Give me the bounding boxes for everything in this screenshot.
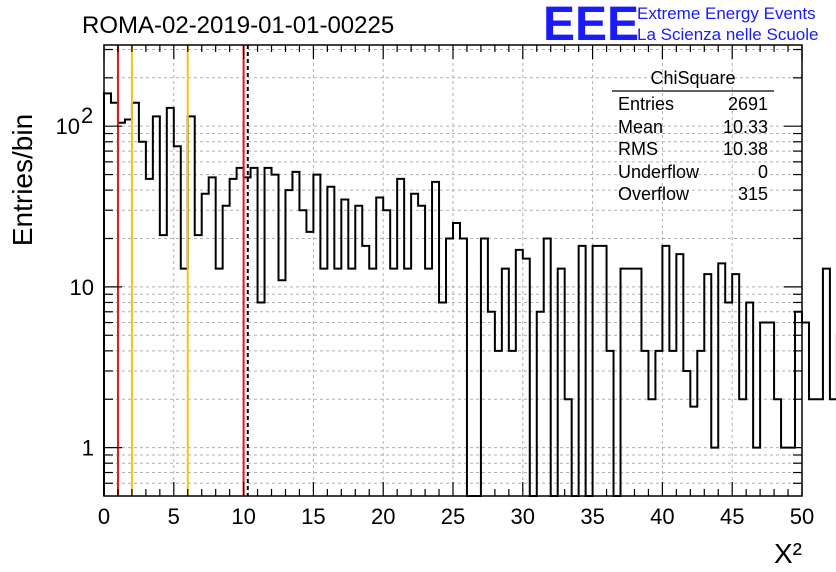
stats-title: ChiSquare [650, 68, 735, 88]
x-tick-label: 50 [790, 504, 814, 529]
stats-label-overflow: Overflow [618, 184, 690, 204]
stats-label-entries: Entries [618, 94, 674, 114]
logo-line-2: La Scienza nelle Scuole [637, 25, 818, 44]
stats-value-underflow: 0 [758, 162, 768, 182]
x-tick-label: 0 [98, 504, 110, 529]
y-tick-label: 10 [56, 114, 80, 139]
stats-value-mean: 10.33 [723, 117, 768, 137]
eee-logo: EEE Extreme Energy Events La Scienza nel… [543, 0, 818, 51]
x-tick-label: 45 [720, 504, 744, 529]
stats-value-overflow: 315 [738, 184, 768, 204]
histogram-outline [103, 92, 836, 497]
y-axis-title: Entries/bin [7, 114, 38, 246]
logo-letters: EEE [543, 0, 639, 51]
x-tick-label: 40 [650, 504, 674, 529]
stats-label-rms: RMS [618, 139, 658, 159]
logo-line-1: Extreme Energy Events [637, 4, 816, 23]
x-axis-title: X² [774, 538, 802, 569]
x-tick-label: 25 [441, 504, 465, 529]
stats-label-underflow: Underflow [618, 162, 700, 182]
y-tick-label: 1 [82, 436, 94, 461]
stats-value-rms: 10.38 [723, 139, 768, 159]
x-tick-label: 30 [511, 504, 535, 529]
marker-lines [116, 45, 249, 496]
chart-title: ROMA-02-2019-01-01-00225 [82, 12, 394, 39]
stats-value-entries: 2691 [728, 94, 768, 114]
x-tick-label: 35 [580, 504, 604, 529]
y-tick-label-exponent: 2 [81, 103, 93, 128]
histogram-series [103, 92, 836, 497]
x-tick-label: 15 [301, 504, 325, 529]
stats-label-mean: Mean [618, 117, 663, 137]
stats-box: ChiSquare Entries 2691 Mean 10.33 RMS 10… [612, 68, 774, 204]
x-tick-label: 5 [168, 504, 180, 529]
axis-ticks [103, 45, 803, 496]
x-tick-label: 20 [371, 504, 395, 529]
y-tick-label: 10 [70, 275, 94, 300]
x-tick-label: 10 [231, 504, 255, 529]
